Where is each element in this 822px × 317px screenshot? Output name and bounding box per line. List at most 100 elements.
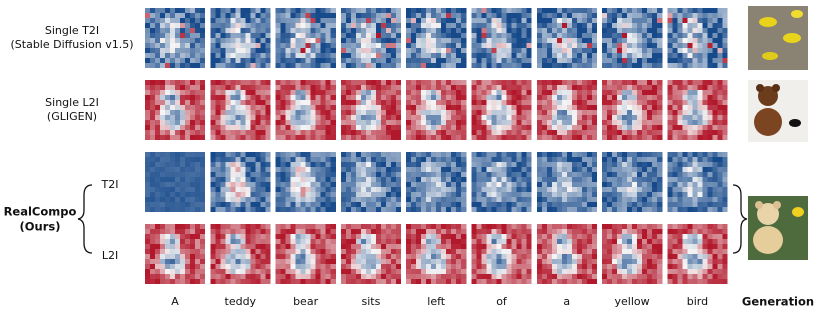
attention-cell <box>697 38 702 43</box>
attention-cell <box>286 13 291 18</box>
attention-cell <box>150 110 155 115</box>
attention-cell <box>265 197 270 202</box>
attention-cell <box>351 264 356 269</box>
attention-cell <box>482 172 487 177</box>
attention-cell <box>552 120 557 125</box>
attention-cell <box>612 269 617 274</box>
attention-cell <box>160 58 165 63</box>
attention-cell <box>286 120 291 125</box>
attention-cell <box>677 85 682 90</box>
attention-cell <box>537 48 542 53</box>
attention-cell <box>381 254 386 259</box>
attention-cell <box>687 130 692 135</box>
attention-cell <box>512 38 517 43</box>
attention-cell <box>627 172 632 177</box>
attention-cell <box>492 8 497 13</box>
attention-cell <box>461 130 466 135</box>
attention-cell <box>547 125 552 130</box>
attention-cell <box>507 100 512 105</box>
attention-cell <box>677 135 682 140</box>
attention-cell <box>356 58 361 63</box>
attention-cell <box>145 8 150 13</box>
attention-cell <box>632 18 637 23</box>
attention-cell <box>426 274 431 279</box>
attention-cell <box>220 182 225 187</box>
attention-cell <box>492 264 497 269</box>
attention-cell <box>667 80 672 85</box>
attention-cell <box>542 80 547 85</box>
attention-cell <box>190 48 195 53</box>
attention-cell <box>612 53 617 58</box>
attention-cell <box>296 135 301 140</box>
attention-cell <box>677 130 682 135</box>
attention-cell <box>230 259 235 264</box>
attention-cell <box>622 135 627 140</box>
attention-cell <box>426 264 431 269</box>
attention-cell <box>200 254 205 259</box>
attention-cell <box>487 80 492 85</box>
attention-cell <box>577 63 582 68</box>
attention-cell <box>637 18 642 23</box>
attention-cell <box>682 157 687 162</box>
attention-cell <box>492 152 497 157</box>
attention-cell <box>291 33 296 38</box>
attention-cell <box>371 63 376 68</box>
attention-cell <box>572 162 577 167</box>
attention-cell <box>250 28 255 33</box>
attention-cell <box>522 135 527 140</box>
attention-cell <box>487 28 492 33</box>
attention-cell <box>461 23 466 28</box>
attention-cell <box>587 244 592 249</box>
attention-cell <box>235 43 240 48</box>
attention-cell <box>552 187 557 192</box>
attention-cell <box>145 157 150 162</box>
attention-cell <box>265 18 270 23</box>
attention-cell <box>707 80 712 85</box>
attention-cell <box>421 274 426 279</box>
attention-cell <box>366 130 371 135</box>
attention-cell <box>441 187 446 192</box>
attention-cell <box>647 8 652 13</box>
attention-cell <box>331 58 336 63</box>
attention-cell <box>215 13 220 18</box>
attention-cell <box>487 202 492 207</box>
attention-cell <box>712 33 717 38</box>
attention-cell <box>622 18 627 23</box>
attention-cell <box>552 38 557 43</box>
attention-cell <box>406 115 411 120</box>
attention-cell <box>341 152 346 157</box>
attention-cell <box>190 192 195 197</box>
attention-cell <box>235 105 240 110</box>
attention-cell <box>421 207 426 212</box>
attention-cell <box>632 157 637 162</box>
attention-cell <box>371 259 376 264</box>
attention-cell <box>386 85 391 90</box>
attention-cell <box>351 130 356 135</box>
attention-cell <box>627 13 632 18</box>
attention-cell <box>712 58 717 63</box>
attention-cell <box>281 100 286 105</box>
attention-cell <box>240 105 245 110</box>
attention-cell <box>512 239 517 244</box>
attention-cell <box>451 249 456 254</box>
attention-cell <box>552 18 557 23</box>
attention-cell <box>436 167 441 172</box>
attention-cell <box>250 95 255 100</box>
attention-cell <box>260 18 265 23</box>
attention-cell <box>672 8 677 13</box>
attention-cell <box>441 130 446 135</box>
attention-cell <box>351 152 356 157</box>
attention-cell <box>195 100 200 105</box>
attention-cell <box>301 120 306 125</box>
attention-cell <box>255 274 260 279</box>
attention-cell <box>331 172 336 177</box>
attention-cell <box>637 38 642 43</box>
attention-cell <box>567 274 572 279</box>
attention-cell <box>255 197 260 202</box>
attention-cell <box>677 33 682 38</box>
attention-cell <box>542 8 547 13</box>
attention-cell <box>451 23 456 28</box>
attention-cell <box>482 192 487 197</box>
attention-cell <box>632 110 637 115</box>
attention-cell <box>522 23 527 28</box>
